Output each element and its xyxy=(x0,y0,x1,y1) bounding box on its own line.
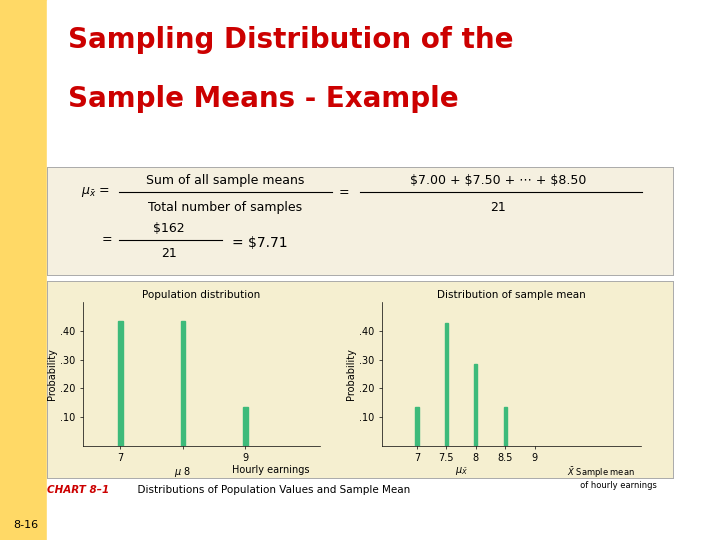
Text: = $7.71: = $7.71 xyxy=(232,236,287,250)
Bar xyxy=(181,321,185,446)
Bar xyxy=(474,364,477,446)
Bar xyxy=(504,407,507,446)
Title: Population distribution: Population distribution xyxy=(143,290,261,300)
Text: Sampling Distribution of the: Sampling Distribution of the xyxy=(68,26,514,54)
Y-axis label: Probability: Probability xyxy=(47,348,57,400)
Text: =: = xyxy=(339,186,350,199)
Text: 8-16: 8-16 xyxy=(13,520,38,530)
Text: =: = xyxy=(102,233,112,246)
Text: $162: $162 xyxy=(153,222,185,235)
Text: Distributions of Population Values and Sample Mean: Distributions of Population Values and S… xyxy=(131,484,410,495)
Bar xyxy=(415,407,418,446)
Title: Distribution of sample mean: Distribution of sample mean xyxy=(437,290,585,300)
Text: $\mu_{\bar{X}}$: $\mu_{\bar{X}}$ xyxy=(454,465,468,477)
Text: Sample Means - Example: Sample Means - Example xyxy=(68,85,459,112)
Text: Sum of all sample means: Sum of all sample means xyxy=(146,174,305,187)
Text: 21: 21 xyxy=(490,201,505,214)
Text: CHART 8–1: CHART 8–1 xyxy=(47,484,109,495)
Bar xyxy=(243,407,248,446)
Y-axis label: Probability: Probability xyxy=(346,348,356,400)
Text: $\mu$ 8: $\mu$ 8 xyxy=(174,465,192,479)
Text: $\mu_{\bar{x}}$ =: $\mu_{\bar{x}}$ = xyxy=(81,185,109,199)
Text: $7.00 + $7.50 + ⋯ + $8.50: $7.00 + $7.50 + ⋯ + $8.50 xyxy=(410,174,586,187)
Bar xyxy=(445,323,448,445)
Text: Hourly earnings: Hourly earnings xyxy=(232,465,309,475)
Text: $\bar{X}$ Sample mean
     of hourly earnings: $\bar{X}$ Sample mean of hourly earnings xyxy=(567,465,657,490)
Text: Total number of samples: Total number of samples xyxy=(148,201,302,214)
Bar xyxy=(118,321,122,446)
Text: 21: 21 xyxy=(161,247,177,260)
